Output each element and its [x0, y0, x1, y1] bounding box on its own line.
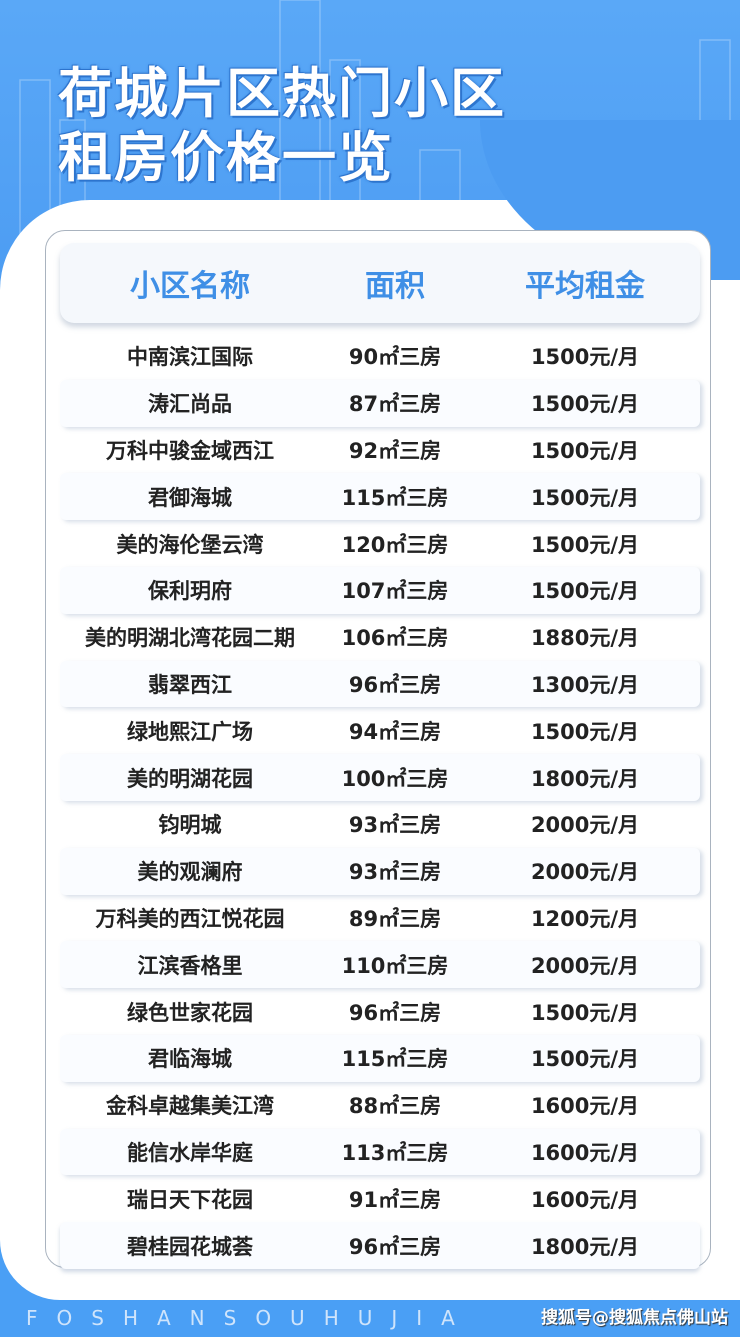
table-row: 君临海城 115㎡三房 1500元/月: [60, 1034, 700, 1082]
cell-name: 能信水岸华庭: [127, 1140, 253, 1165]
cell-area: 88㎡三房: [348, 1094, 442, 1119]
table-row: 美的明湖花园 100㎡三房 1800元/月: [60, 754, 700, 801]
cell-area: 96㎡三房: [348, 1000, 442, 1025]
title-line-1: 荷城片区热门小区: [58, 62, 506, 125]
table-row: 美的海伦堡云湾 120㎡三房 1500元/月: [60, 520, 700, 567]
cell-rent: 1500元/月: [530, 719, 640, 744]
table-row: 保利玥府 107㎡三房 1500元/月: [60, 566, 700, 614]
table-row: 万科中骏金域西江 92㎡三房 1500元/月: [60, 427, 700, 474]
cell-rent: 1500元/月: [530, 579, 640, 604]
cell-name: 君临海城: [148, 1047, 232, 1072]
cell-area: 91㎡三房: [348, 1187, 442, 1212]
header-area: 面积: [365, 269, 425, 304]
table-row: 绿色世家花园 96㎡三房 1500元/月: [60, 988, 700, 1035]
cell-rent: 1500元/月: [530, 1047, 640, 1072]
table-row: 万科美的西江悦花园 89㎡三房 1200元/月: [60, 895, 700, 942]
cell-rent: 1200元/月: [530, 906, 640, 931]
cell-area: 115㎡三房: [341, 485, 449, 510]
cell-area: 96㎡三房: [348, 672, 442, 697]
cell-area: 113㎡三房: [341, 1140, 449, 1165]
table-row: 能信水岸华庭 113㎡三房 1600元/月: [60, 1128, 700, 1176]
table-row: 瑞日天下花园 91㎡三房 1600元/月: [60, 1175, 700, 1222]
table-row: 金科卓越集美江湾 88㎡三房 1600元/月: [60, 1082, 700, 1129]
cell-name: 钧明城: [158, 813, 222, 838]
header-community-name: 小区名称: [130, 269, 250, 304]
title-line-2: 租房价格一览: [58, 126, 394, 189]
cell-area: 106㎡三房: [341, 626, 449, 651]
cell-area: 110㎡三房: [341, 953, 449, 978]
cell-rent: 1500元/月: [530, 1000, 640, 1025]
table-body: 中南滨江国际 90㎡三房 1500元/月 涛汇尚品 87㎡三房 1500元/月 万科中骏金域…: [60, 333, 700, 1269]
cell-area: 100㎡三房: [341, 766, 449, 791]
cell-area: 93㎡三房: [348, 860, 442, 885]
table-row: 美的观澜府 93㎡三房 2000元/月: [60, 847, 700, 895]
cell-name: 美的观澜府: [137, 860, 243, 885]
cell-area: 89㎡三房: [348, 906, 442, 931]
cell-name: 碧桂园花城荟: [127, 1234, 253, 1259]
cell-name: 美的明湖北湾花园二期: [85, 626, 295, 651]
cell-name: 绿色世家花园: [127, 1000, 253, 1025]
table-row: 涛汇尚品 87㎡三房 1500元/月: [60, 379, 700, 427]
cell-name: 涛汇尚品: [148, 392, 232, 417]
footer-letters: FOSHANSOUHUJIA: [26, 1306, 474, 1330]
table-row: 翡翠西江 96㎡三房 1300元/月: [60, 660, 700, 708]
cell-name: 保利玥府: [148, 579, 232, 604]
cell-area: 120㎡三房: [341, 532, 449, 557]
table-row: 绿地熙江广场 94㎡三房 1500元/月: [60, 707, 700, 754]
cell-area: 115㎡三房: [341, 1047, 449, 1072]
cell-rent: 1500元/月: [530, 438, 640, 463]
table-row: 中南滨江国际 90㎡三房 1500元/月: [60, 333, 700, 380]
table-row: 江滨香格里 110㎡三房 2000元/月: [60, 941, 700, 989]
cell-name: 瑞日天下花园: [127, 1187, 253, 1212]
cell-name: 中南滨江国际: [127, 345, 253, 370]
header-avg-rent: 平均租金: [525, 269, 645, 304]
cell-name: 翡翠西江: [148, 672, 232, 697]
table-row: 碧桂园花城荟 96㎡三房 1800元/月: [60, 1222, 700, 1269]
table-row: 君御海城 115㎡三房 1500元/月: [60, 473, 700, 521]
cell-rent: 1800元/月: [530, 766, 640, 791]
cell-name: 万科美的西江悦花园: [95, 906, 285, 931]
cell-area: 87㎡三房: [348, 392, 442, 417]
cell-name: 君御海城: [148, 485, 232, 510]
cell-rent: 1880元/月: [530, 626, 640, 651]
cell-area: 93㎡三房: [348, 813, 442, 838]
cell-name: 绿地熙江广场: [127, 719, 253, 744]
cell-rent: 1800元/月: [530, 1234, 640, 1259]
table-header: 小区名称 面积 平均租金: [60, 243, 700, 323]
watermark: 搜狐号@搜狐焦点佛山站: [541, 1308, 728, 1328]
page-title: 荷城片区热门小区 租房价格一览: [58, 62, 506, 190]
cell-area: 107㎡三房: [341, 579, 449, 604]
cell-rent: 1300元/月: [530, 672, 640, 697]
cell-rent: 1500元/月: [530, 532, 640, 557]
cell-name: 美的明湖花园: [127, 766, 253, 791]
cell-name: 江滨香格里: [137, 953, 243, 978]
cell-rent: 2000元/月: [530, 953, 640, 978]
cell-name: 美的海伦堡云湾: [116, 532, 264, 557]
cell-rent: 2000元/月: [530, 813, 640, 838]
cell-area: 94㎡三房: [348, 719, 442, 744]
cell-area: 90㎡三房: [348, 345, 442, 370]
cell-rent: 1500元/月: [530, 392, 640, 417]
cell-rent: 1500元/月: [530, 485, 640, 510]
cell-area: 96㎡三房: [348, 1234, 442, 1259]
cell-rent: 2000元/月: [530, 860, 640, 885]
cell-name: 万科中骏金域西江: [106, 438, 274, 463]
cell-rent: 1500元/月: [530, 345, 640, 370]
rent-price-table: 小区名称 面积 平均租金 中南滨江国际 90㎡三房 1500元/月 涛汇尚品 87㎡三房…: [45, 230, 711, 1269]
cell-area: 92㎡三房: [348, 438, 442, 463]
cell-rent: 1600元/月: [530, 1187, 640, 1212]
table-row: 钧明城 93㎡三房 2000元/月: [60, 801, 700, 848]
table-row: 美的明湖北湾花园二期 106㎡三房 1880元/月: [60, 614, 700, 661]
cell-name: 金科卓越集美江湾: [106, 1094, 274, 1119]
cell-rent: 1600元/月: [530, 1140, 640, 1165]
cell-rent: 1600元/月: [530, 1094, 640, 1119]
